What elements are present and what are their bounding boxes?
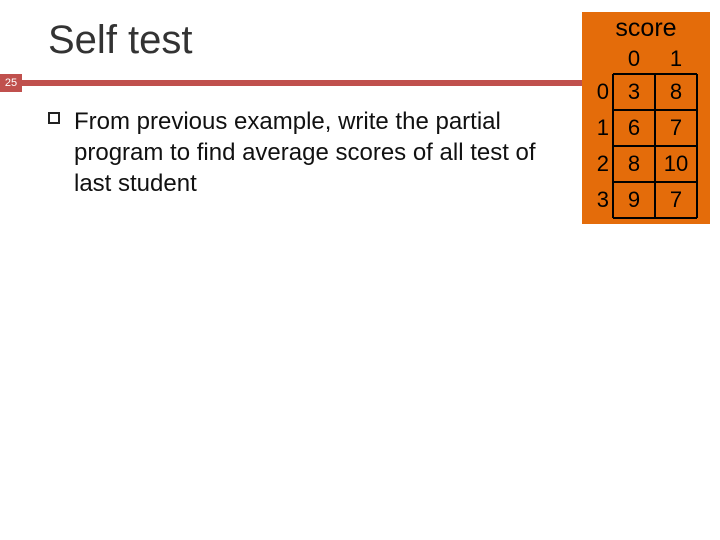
accent-bar	[22, 80, 582, 86]
score-cell: 8	[655, 79, 697, 105]
score-table: score 010123386781097	[582, 12, 710, 224]
score-cell: 6	[613, 115, 655, 141]
bullet-text: From previous example, write the partial…	[74, 106, 548, 200]
page-number-badge: 25	[0, 74, 22, 92]
square-bullet-icon	[48, 112, 60, 124]
score-cell: 8	[613, 151, 655, 177]
score-cell: 10	[655, 151, 697, 177]
page-number: 25	[5, 77, 17, 89]
score-cell: 7	[655, 115, 697, 141]
slide: Self test 25 From previous example, writ…	[0, 0, 720, 540]
score-cell: 9	[613, 187, 655, 213]
score-row-header: 3	[590, 187, 609, 213]
score-cell: 3	[613, 79, 655, 105]
score-col-header: 0	[613, 46, 655, 72]
score-cell: 7	[655, 187, 697, 213]
bullet-item: From previous example, write the partial…	[48, 106, 548, 200]
score-row-header: 0	[590, 79, 609, 105]
page-title: Self test	[48, 18, 193, 63]
score-row-header: 2	[590, 151, 609, 177]
score-row-header: 1	[590, 115, 609, 141]
score-col-header: 1	[655, 46, 697, 72]
